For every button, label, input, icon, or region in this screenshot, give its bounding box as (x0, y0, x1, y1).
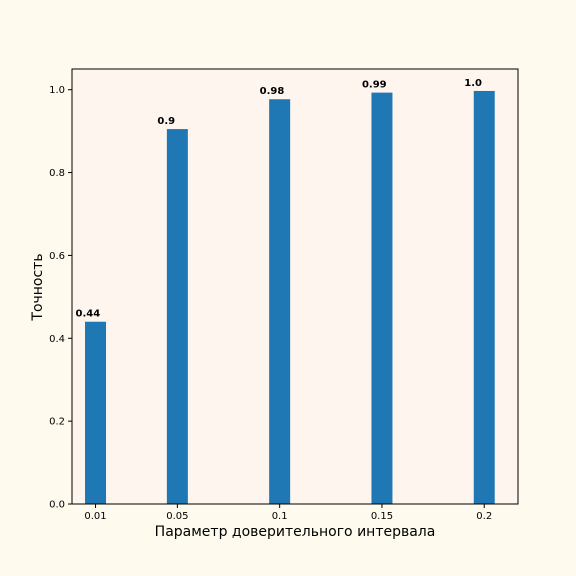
plot-frame (71, 68, 519, 505)
bar-4 (473, 90, 495, 504)
y-axis-title: Точность (30, 253, 46, 321)
x-tick-label-3: 0.15 (371, 511, 393, 522)
x-tick-label-1: 0.05 (166, 511, 188, 522)
data-label-1: 0.9 (157, 116, 175, 127)
data-label-3: 0.99 (362, 80, 387, 91)
data-labels-group: 0.44 0.9 0.98 0.99 1.0 (76, 78, 482, 320)
y-tick-label-4: 0.8 (49, 168, 65, 179)
x-tick-label-4: 0.2 (476, 511, 492, 522)
bars-group (85, 90, 495, 505)
x-axis-ticks: 0.01 0.05 0.1 0.15 0.2 (84, 504, 492, 522)
bar-2 (269, 99, 291, 504)
y-tick-label-3: 0.6 (49, 251, 65, 262)
x-tick-label-2: 0.1 (272, 511, 288, 522)
bar-3 (371, 92, 393, 504)
bar-1 (166, 129, 188, 505)
x-tick-label-0: 0.01 (84, 511, 106, 522)
bar-0 (85, 321, 107, 504)
data-label-0: 0.44 (76, 309, 101, 320)
plot-area (72, 69, 518, 504)
y-tick-label-1: 0.2 (49, 417, 65, 428)
y-tick-label-0: 0.0 (49, 500, 65, 511)
data-label-4: 1.0 (464, 78, 482, 89)
y-tick-label-2: 0.4 (49, 334, 65, 345)
y-axis-ticks: 0.0 0.2 0.4 0.6 0.8 1.0 (49, 85, 72, 511)
data-label-2: 0.98 (260, 86, 285, 97)
x-axis-title: Параметр доверительного интервала (155, 524, 436, 540)
y-tick-label-5: 1.0 (49, 85, 65, 96)
